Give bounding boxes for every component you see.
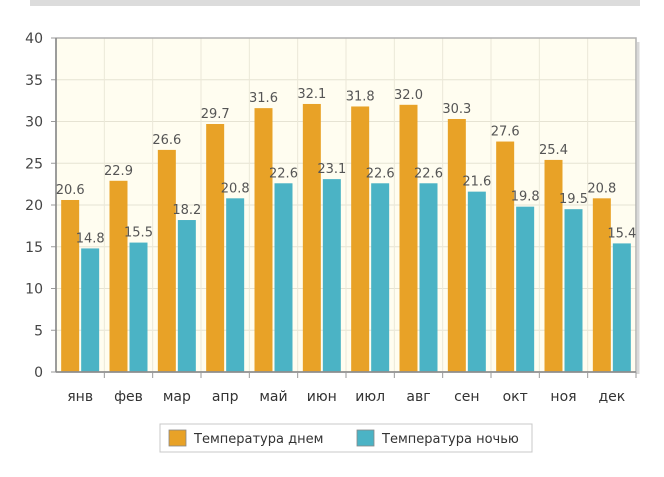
bar-day-янв [61,199,80,372]
legend-label-night: Температура ночью [381,432,519,447]
bar-night-мар [177,220,196,372]
bar-day-дек [592,198,611,372]
bar-day-ноя [544,159,563,372]
data-label-night: 20.8 [221,181,250,196]
data-label-day: 30.3 [442,102,471,117]
x-tick-label: янв [67,389,93,405]
bar-day-июн [302,103,321,372]
data-label-night: 14.8 [76,231,105,246]
x-tick-label: фев [114,389,143,405]
bar-night-июл [371,183,390,372]
data-label-day: 31.6 [249,91,278,106]
y-axis-ticks: 0 5 10 15 20 25 30 35 40 [25,31,56,381]
bar-day-фев [109,180,128,372]
legend-swatch-day [168,429,187,447]
legend-swatch-night [356,429,375,447]
x-axis-ticks: янв фев мар апр май июн июл авг сен окт ноя дек [67,372,637,405]
data-label-night: 21.6 [462,175,491,190]
legend: Температура днем Температура ночью [159,423,533,453]
bar-day-май [254,108,273,372]
bar-day-окт [496,141,515,372]
x-tick-label: мар [163,389,191,405]
legend-box [159,423,533,453]
bar-night-авг [419,183,438,372]
data-label-night: 18.2 [172,203,201,218]
x-tick-label: май [259,389,287,405]
bar-night-апр [226,198,245,372]
data-label-day: 32.1 [297,87,326,102]
data-label-day: 20.6 [56,183,85,198]
bar-night-дек [612,243,631,372]
data-label-day: 29.7 [201,107,230,122]
y-tick-label: 15 [25,240,43,256]
data-label-night: 22.6 [269,166,298,181]
data-labels: 20.6 14.8 22.9 15.5 26.6 18.2 29.7 20.8 31.6 22.6… [56,87,637,246]
bar-night-янв [81,248,100,372]
bar-night-июн [322,179,341,372]
bar-night-ноя [564,209,583,372]
y-tick-label: 0 [34,365,43,381]
data-label-day: 22.9 [104,164,133,179]
data-label-day: 32.0 [394,88,423,103]
x-tick-label: апр [212,389,239,405]
x-tick-label: сен [454,389,479,405]
data-label-day: 25.4 [539,143,568,158]
bar-day-сен [447,118,466,373]
y-tick-label: 10 [25,282,43,298]
bar-night-май [274,183,293,372]
x-tick-label: дек [598,389,625,405]
y-tick-label: 40 [25,31,43,47]
y-tick-label: 25 [25,156,43,172]
data-label-night: 22.6 [414,166,443,181]
legend-label-day: Температура днем [193,432,323,447]
bar-night-фев [129,242,148,372]
x-tick-label: авг [406,389,430,405]
data-label-day: 20.8 [587,181,616,196]
data-label-night: 23.1 [317,162,346,177]
bar-night-окт [516,206,535,372]
y-tick-label: 30 [25,115,43,131]
bar-day-июл [351,106,370,372]
data-label-day: 31.8 [346,89,375,104]
bar-day-мар [157,149,176,372]
data-label-night: 22.6 [366,166,395,181]
data-label-day: 26.6 [152,133,181,148]
x-tick-label: июл [355,389,385,405]
bars [61,103,631,373]
data-label-night: 15.4 [607,226,636,241]
x-tick-label: июн [307,389,337,405]
x-tick-label: ноя [550,389,576,405]
x-tick-label: окт [503,389,528,405]
data-label-night: 19.5 [559,192,588,207]
y-tick-label: 35 [25,73,43,89]
data-label-night: 15.5 [124,226,153,241]
top-frame-strip [30,0,640,6]
y-tick-label: 5 [34,323,43,339]
y-tick-label: 20 [25,198,43,214]
data-label-day: 27.6 [491,125,520,140]
data-label-night: 19.8 [511,190,540,205]
bar-day-авг [399,104,418,373]
bar-night-сен [467,191,486,372]
bar-day-апр [206,124,225,372]
